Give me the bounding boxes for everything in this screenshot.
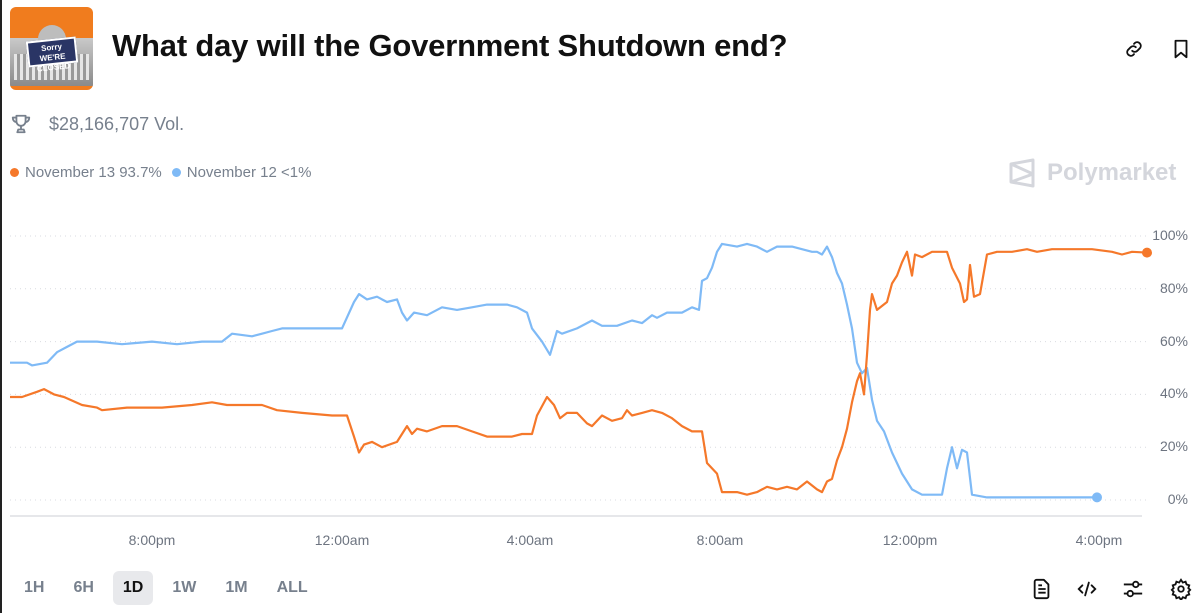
series-line <box>10 248 1148 496</box>
y-tick-0: 0% <box>1167 491 1188 507</box>
range-1w-button[interactable]: 1W <box>172 579 197 596</box>
volume-text: $28,166,707 Vol. <box>49 113 185 134</box>
bookmark-icon[interactable] <box>1170 38 1192 60</box>
polymarket-logo-icon <box>1009 158 1035 188</box>
range-1h-button[interactable]: 1H <box>24 579 45 596</box>
x-tick-4pm: 4:00pm <box>1075 532 1123 548</box>
embed-code-icon[interactable] <box>1076 578 1098 600</box>
chart-legend: November 13 93.7% November 12 <1% <box>10 164 321 181</box>
y-tick-60: 60% <box>1159 333 1188 349</box>
sliders-icon[interactable] <box>1122 578 1144 600</box>
time-range-selector: 1H 6H 1D 1W 1M ALL <box>14 571 327 605</box>
document-icon[interactable] <box>1031 578 1053 600</box>
closed-sign: Sorry WE'RE CLOSED <box>25 36 79 74</box>
x-tick-8am: 8:00am <box>696 532 744 548</box>
price-chart[interactable] <box>2 220 1200 530</box>
range-1d-button[interactable]: 1D <box>112 571 154 605</box>
settings-icon[interactable] <box>1170 578 1192 602</box>
link-icon[interactable] <box>1123 38 1145 60</box>
series-endpoint-dot <box>1092 492 1102 503</box>
y-tick-40: 40% <box>1159 385 1188 401</box>
y-tick-20: 20% <box>1159 438 1188 454</box>
range-all-button[interactable]: ALL <box>276 579 308 596</box>
range-6h-button[interactable]: 6H <box>73 579 94 596</box>
market-thumbnail: Sorry WE'RE CLOSED <box>10 7 93 90</box>
y-tick-80: 80% <box>1159 280 1188 296</box>
x-tick-4am: 4:00am <box>506 532 554 548</box>
range-1m-button[interactable]: 1M <box>225 579 248 596</box>
polymarket-watermark: Polymarket <box>1007 158 1176 188</box>
blue-dot-icon <box>171 168 181 177</box>
x-tick-8pm: 8:00pm <box>128 532 176 548</box>
legend-item-november-13: November 13 93.7% <box>10 164 162 181</box>
series-line <box>10 242 1097 499</box>
page-title: What day will the Government Shutdown en… <box>112 28 788 63</box>
x-tick-12pm: 12:00pm <box>882 532 938 548</box>
volume: $28,166,707 Vol. <box>10 113 184 135</box>
orange-dot-icon <box>10 168 19 177</box>
y-tick-100: 100% <box>1152 227 1188 243</box>
trophy-icon <box>11 114 31 134</box>
legend-item-november-12: November 12 <1% <box>171 164 311 181</box>
x-tick-12am: 12:00am <box>314 532 370 548</box>
series-endpoint-dot <box>1142 247 1152 258</box>
